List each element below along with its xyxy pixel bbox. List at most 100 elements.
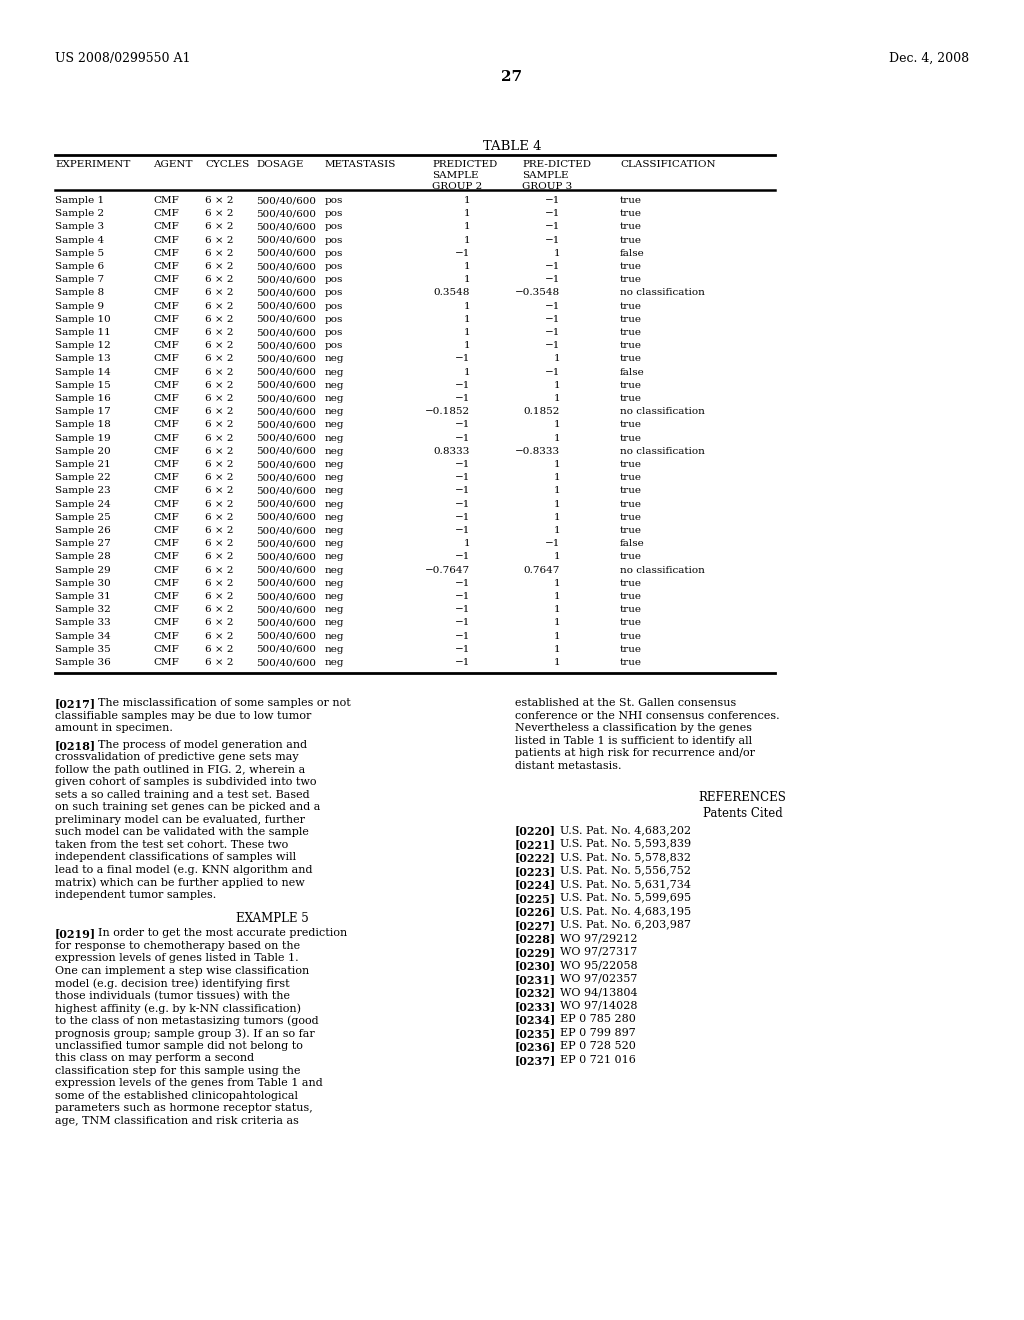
Text: Sample 31: Sample 31 (55, 591, 111, 601)
Text: 500/40/600: 500/40/600 (256, 446, 316, 455)
Text: Sample 21: Sample 21 (55, 459, 111, 469)
Text: 6 × 2: 6 × 2 (205, 367, 233, 376)
Text: 6 × 2: 6 × 2 (205, 420, 233, 429)
Text: true: true (620, 222, 642, 231)
Text: Sample 5: Sample 5 (55, 248, 104, 257)
Text: −1: −1 (455, 420, 470, 429)
Text: −1: −1 (455, 486, 470, 495)
Text: 0.8333: 0.8333 (433, 446, 470, 455)
Text: Sample 11: Sample 11 (55, 327, 111, 337)
Text: true: true (620, 261, 642, 271)
Text: true: true (620, 512, 642, 521)
Text: 1: 1 (553, 393, 560, 403)
Text: 500/40/600: 500/40/600 (256, 275, 316, 284)
Text: neg: neg (325, 631, 344, 640)
Text: 500/40/600: 500/40/600 (256, 222, 316, 231)
Text: US 2008/0299550 A1: US 2008/0299550 A1 (55, 51, 190, 65)
Text: 500/40/600: 500/40/600 (256, 367, 316, 376)
Text: neg: neg (325, 433, 344, 442)
Text: −1: −1 (545, 235, 560, 244)
Text: Sample 16: Sample 16 (55, 393, 111, 403)
Text: 6 × 2: 6 × 2 (205, 407, 233, 416)
Text: REFERENCES: REFERENCES (698, 791, 786, 804)
Text: −1: −1 (455, 380, 470, 389)
Text: pos: pos (325, 195, 343, 205)
Text: true: true (620, 657, 642, 667)
Text: 1: 1 (464, 209, 470, 218)
Text: CMF: CMF (153, 591, 179, 601)
Text: DOSAGE: DOSAGE (256, 160, 303, 169)
Text: −1: −1 (545, 195, 560, 205)
Text: 1: 1 (464, 235, 470, 244)
Text: neg: neg (325, 591, 344, 601)
Text: 500/40/600: 500/40/600 (256, 499, 316, 508)
Text: 1: 1 (553, 657, 560, 667)
Text: pos: pos (325, 222, 343, 231)
Text: CMF: CMF (153, 499, 179, 508)
Text: no classification: no classification (620, 565, 705, 574)
Text: 6 × 2: 6 × 2 (205, 552, 233, 561)
Text: Sample 22: Sample 22 (55, 473, 111, 482)
Text: on such training set genes can be picked and a: on such training set genes can be picked… (55, 803, 321, 812)
Text: 1: 1 (464, 301, 470, 310)
Text: 500/40/600: 500/40/600 (256, 644, 316, 653)
Text: [0234]: [0234] (515, 1014, 556, 1026)
Text: PRE-DICTED: PRE-DICTED (522, 160, 591, 169)
Text: −1: −1 (545, 261, 560, 271)
Text: U.S. Pat. No. 5,556,752: U.S. Pat. No. 5,556,752 (560, 866, 691, 875)
Text: Dec. 4, 2008: Dec. 4, 2008 (889, 51, 969, 65)
Text: Sample 15: Sample 15 (55, 380, 111, 389)
Text: 500/40/600: 500/40/600 (256, 341, 316, 350)
Text: 500/40/600: 500/40/600 (256, 618, 316, 627)
Text: [0218]: [0218] (55, 739, 96, 751)
Text: SAMPLE: SAMPLE (432, 172, 478, 180)
Text: 1: 1 (464, 327, 470, 337)
Text: EP 0 799 897: EP 0 799 897 (560, 1028, 636, 1038)
Text: U.S. Pat. No. 5,578,832: U.S. Pat. No. 5,578,832 (560, 853, 691, 862)
Text: true: true (620, 380, 642, 389)
Text: pos: pos (325, 261, 343, 271)
Text: CMF: CMF (153, 512, 179, 521)
Text: 500/40/600: 500/40/600 (256, 473, 316, 482)
Text: CMF: CMF (153, 301, 179, 310)
Text: −1: −1 (545, 209, 560, 218)
Text: true: true (620, 631, 642, 640)
Text: CMF: CMF (153, 314, 179, 323)
Text: CMF: CMF (153, 248, 179, 257)
Text: 500/40/600: 500/40/600 (256, 631, 316, 640)
Text: 6 × 2: 6 × 2 (205, 433, 233, 442)
Text: Sample 10: Sample 10 (55, 314, 111, 323)
Text: this class on may perform a second: this class on may perform a second (55, 1053, 254, 1063)
Text: U.S. Pat. No. 5,631,734: U.S. Pat. No. 5,631,734 (560, 879, 691, 890)
Text: 1: 1 (464, 261, 470, 271)
Text: 500/40/600: 500/40/600 (256, 578, 316, 587)
Text: 6 × 2: 6 × 2 (205, 195, 233, 205)
Text: Sample 3: Sample 3 (55, 222, 104, 231)
Text: some of the established clinicopahtological: some of the established clinicopahtologi… (55, 1090, 298, 1101)
Text: true: true (620, 314, 642, 323)
Text: taken from the test set cohort. These two: taken from the test set cohort. These tw… (55, 840, 288, 850)
Text: 6 × 2: 6 × 2 (205, 327, 233, 337)
Text: neg: neg (325, 380, 344, 389)
Text: [0231]: [0231] (515, 974, 556, 985)
Text: false: false (620, 367, 645, 376)
Text: neg: neg (325, 407, 344, 416)
Text: WO 97/02357: WO 97/02357 (560, 974, 637, 983)
Text: 6 × 2: 6 × 2 (205, 578, 233, 587)
Text: CMF: CMF (153, 261, 179, 271)
Text: neg: neg (325, 539, 344, 548)
Text: −1: −1 (455, 393, 470, 403)
Text: 1: 1 (464, 367, 470, 376)
Text: neg: neg (325, 512, 344, 521)
Text: true: true (620, 605, 642, 614)
Text: METASTASIS: METASTASIS (325, 160, 396, 169)
Text: CMF: CMF (153, 459, 179, 469)
Text: Sample 27: Sample 27 (55, 539, 111, 548)
Text: conference or the NHI consensus conferences.: conference or the NHI consensus conferen… (515, 710, 779, 721)
Text: GROUP 3: GROUP 3 (522, 182, 572, 191)
Text: Sample 32: Sample 32 (55, 605, 111, 614)
Text: WO 97/14028: WO 97/14028 (560, 1001, 638, 1011)
Text: true: true (620, 301, 642, 310)
Text: true: true (620, 327, 642, 337)
Text: 1: 1 (464, 314, 470, 323)
